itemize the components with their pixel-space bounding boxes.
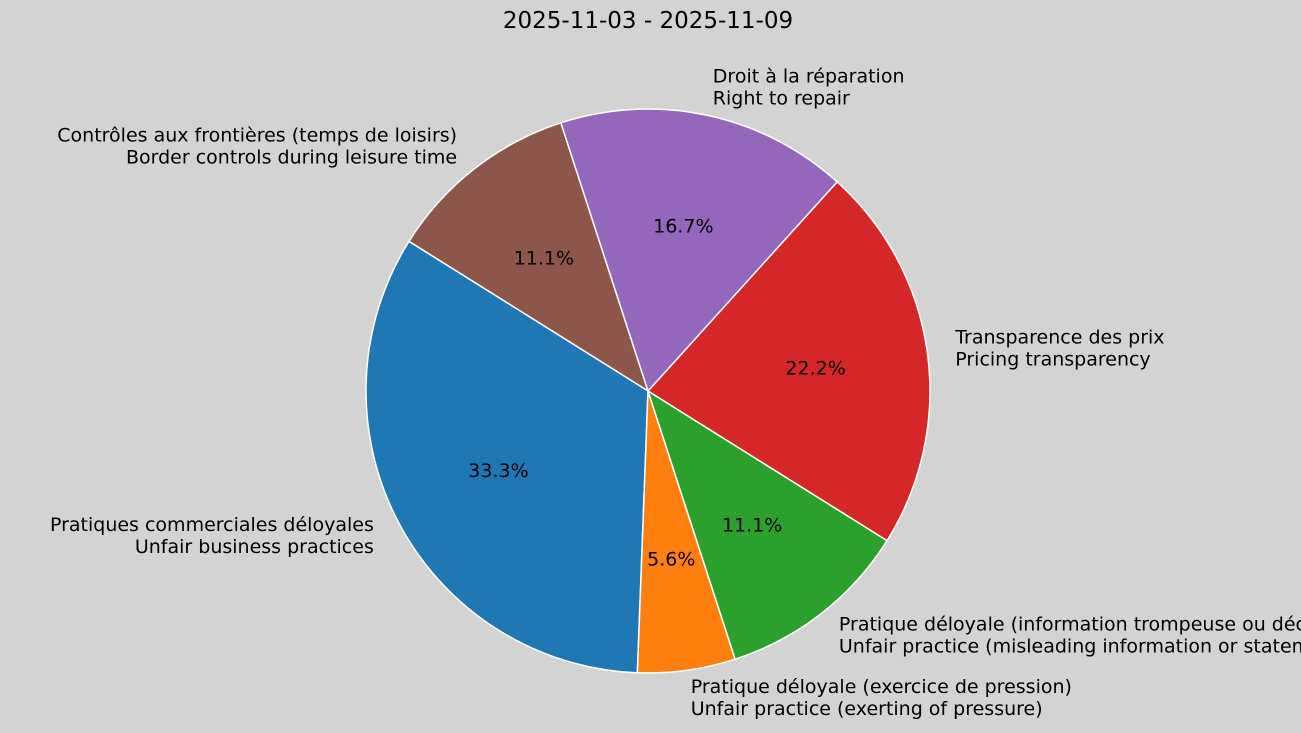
chart-title: 2025-11-03 - 2025-11-09 [503,8,793,34]
pie-slice [559,108,839,393]
slice-label-fr: Transparence des prix [954,326,1164,348]
slice-percent-label: 11.1% [514,248,574,270]
slice-percent-label: 5.6% [647,549,695,571]
pie-slices [365,108,931,674]
slice-percent-label: 22.2% [785,358,845,380]
pie-slice [365,240,649,674]
slice-label-en: Unfair practice (misleading information … [839,636,1301,658]
slice-label-en: Pricing transparency [955,348,1150,370]
slice-label-en: Border controls during leisure time [126,146,457,168]
slice-percent-label: 16.7% [653,216,713,238]
slice-label-fr: Pratique déloyale (exercice de pression) [691,676,1072,698]
slice-label-fr: Contrôles aux frontières (temps de loisi… [57,124,457,146]
pie-slice [646,389,889,661]
slice-label-fr: Droit à la réparation [713,66,905,88]
slice-label-fr: Pratiques commerciales déloyales [50,514,374,536]
category-labels: Contrôles aux frontières (temps de loisi… [50,66,1301,721]
pie-slice [646,180,931,542]
slice-label-fr: Pratique déloyale (information trompeuse… [839,614,1301,636]
slice-percent-label: 11.1% [722,514,782,536]
slice-label-en: Unfair business practices [135,536,374,558]
slice-label-en: Unfair practice (exerting of pressure) [691,698,1043,720]
percent-labels: 11.1% 33.3% 5.6% 11.1% 22.2% 16.7% [468,216,845,571]
slice-label-en: Right to repair [713,88,850,110]
slice-percent-label: 33.3% [468,460,528,482]
pie-slice [407,121,650,393]
